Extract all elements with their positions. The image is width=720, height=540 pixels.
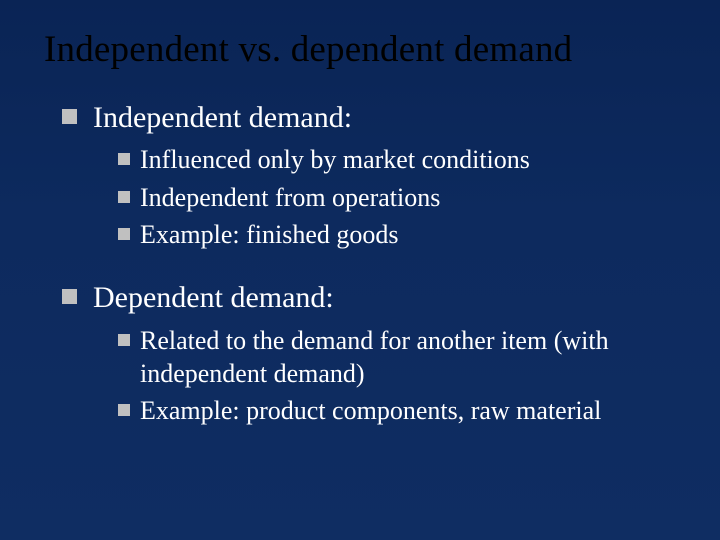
list-item: Influenced only by market conditions [118,143,680,176]
square-bullet-icon [118,404,130,416]
square-bullet-icon [118,191,130,203]
level1-text: Dependent demand: [93,279,334,317]
level2-text: Influenced only by market conditions [140,143,530,176]
level2-text: Example: finished goods [140,218,399,251]
square-bullet-icon [62,289,77,304]
square-bullet-icon [118,153,130,165]
square-bullet-icon [118,334,130,346]
list-item: Example: product components, raw materia… [118,394,680,427]
square-bullet-icon [118,228,130,240]
level2-text: Example: product components, raw materia… [140,394,601,427]
slide-title: Independent vs. dependent demand [44,28,680,71]
list-item: Example: finished goods [118,218,680,251]
list-item: Related to the demand for another item (… [118,324,680,391]
level1-text: Independent demand: [93,99,352,137]
square-bullet-icon [62,109,77,124]
slide: Independent vs. dependent demand Indepen… [0,0,720,540]
spacer [40,255,680,269]
level2-text: Related to the demand for another item (… [140,324,680,391]
list-item: Independent demand: [62,99,680,137]
level2-text: Independent from operations [140,181,440,214]
list-item: Independent from operations [118,181,680,214]
list-item: Dependent demand: [62,279,680,317]
